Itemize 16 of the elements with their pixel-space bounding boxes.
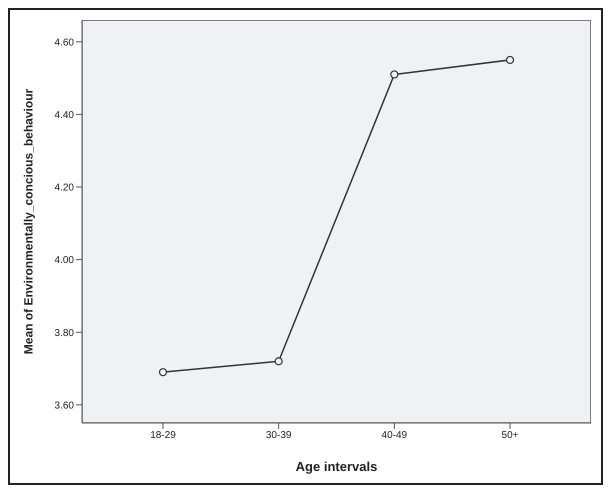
x-tick-label: 18-29: [150, 430, 176, 442]
point: [506, 56, 514, 64]
x-tick-label: 30-39: [266, 430, 292, 442]
y-tick-label: 4.00: [54, 255, 74, 266]
y-tick-label: 3.60: [54, 400, 74, 412]
point: [274, 357, 283, 366]
point: [390, 70, 398, 79]
y-tick-label: 3.80: [54, 328, 74, 339]
x-axis-title: Age intervals: [296, 459, 378, 474]
y-tick-label: 4.60: [54, 37, 74, 48]
x-tick-label: 50+: [502, 430, 519, 442]
x-tick-label: 40-49: [382, 430, 408, 442]
y-tick-label: 4.40: [54, 110, 74, 121]
point: [158, 368, 168, 376]
y-tick-label: 4.20: [54, 182, 74, 194]
y-axis-title: Mean of Environmentally_concious_behaviour: [21, 88, 36, 354]
